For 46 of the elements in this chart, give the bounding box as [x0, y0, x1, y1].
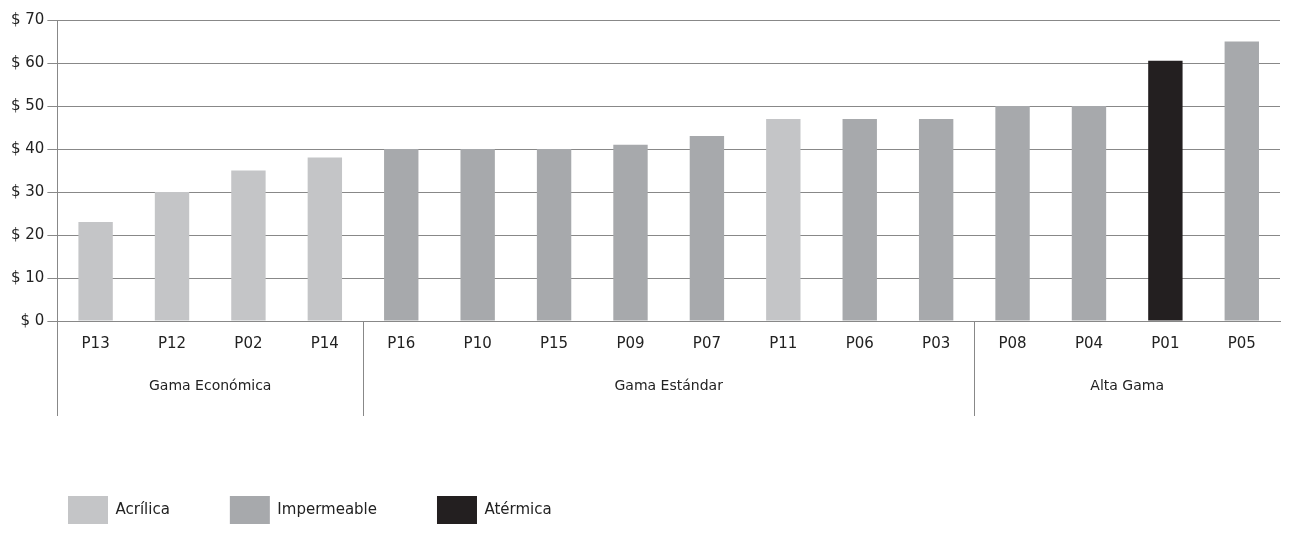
x-tick-label: P04 — [1074, 333, 1104, 352]
bar — [766, 118, 801, 321]
bar — [154, 192, 190, 321]
x-tick-label: P12 — [157, 333, 187, 352]
y-tick-label: $ 40 — [10, 138, 45, 157]
x-tick-label: P14 — [310, 333, 339, 352]
x-tick-label: P08 — [998, 333, 1027, 352]
y-tick-label: $ 10 — [10, 267, 45, 286]
bar — [995, 106, 1030, 321]
bar — [613, 144, 648, 321]
y-tick-label: $ 0 — [20, 310, 45, 329]
bar — [1071, 106, 1107, 321]
bar — [536, 149, 572, 321]
x-tick-label: P02 — [234, 333, 263, 352]
text: Gama Económica — [149, 376, 272, 393]
bar — [1224, 41, 1259, 321]
text: Gama Estándar — [614, 376, 724, 393]
bar — [78, 222, 113, 321]
x-tick-label: P05 — [1227, 333, 1256, 352]
text: Alta Gama — [1090, 376, 1164, 393]
legend-label: Acrílica — [115, 499, 170, 518]
bar — [1148, 60, 1183, 321]
y-tick-label: $ 30 — [10, 181, 45, 200]
x-tick-label: P15 — [540, 333, 569, 352]
y-tick-label: $ 60 — [10, 52, 45, 71]
y-tick-label: $ 20 — [10, 224, 45, 243]
bar — [307, 157, 343, 321]
legend-label: Impermeable — [277, 499, 377, 518]
x-tick-label: P09 — [616, 333, 645, 352]
bar — [842, 118, 877, 321]
bar — [384, 149, 419, 321]
x-tick-label: P01 — [1151, 333, 1180, 352]
y-tick-label: $ 50 — [10, 95, 45, 114]
x-tick-label: P13 — [81, 333, 110, 352]
x-tick-label: P11 — [769, 333, 798, 352]
legend-label: Atérmica — [484, 499, 552, 518]
x-tick-label: P06 — [845, 333, 874, 352]
x-tick-label: P03 — [922, 333, 951, 352]
bar — [460, 149, 495, 321]
x-tick-label: P07 — [692, 333, 721, 352]
bar — [231, 170, 266, 321]
x-tick-label: P10 — [463, 333, 492, 352]
bar — [918, 118, 954, 321]
x-tick-label: P16 — [387, 333, 416, 352]
bar — [689, 136, 725, 321]
y-tick-label: $ 70 — [10, 9, 45, 28]
